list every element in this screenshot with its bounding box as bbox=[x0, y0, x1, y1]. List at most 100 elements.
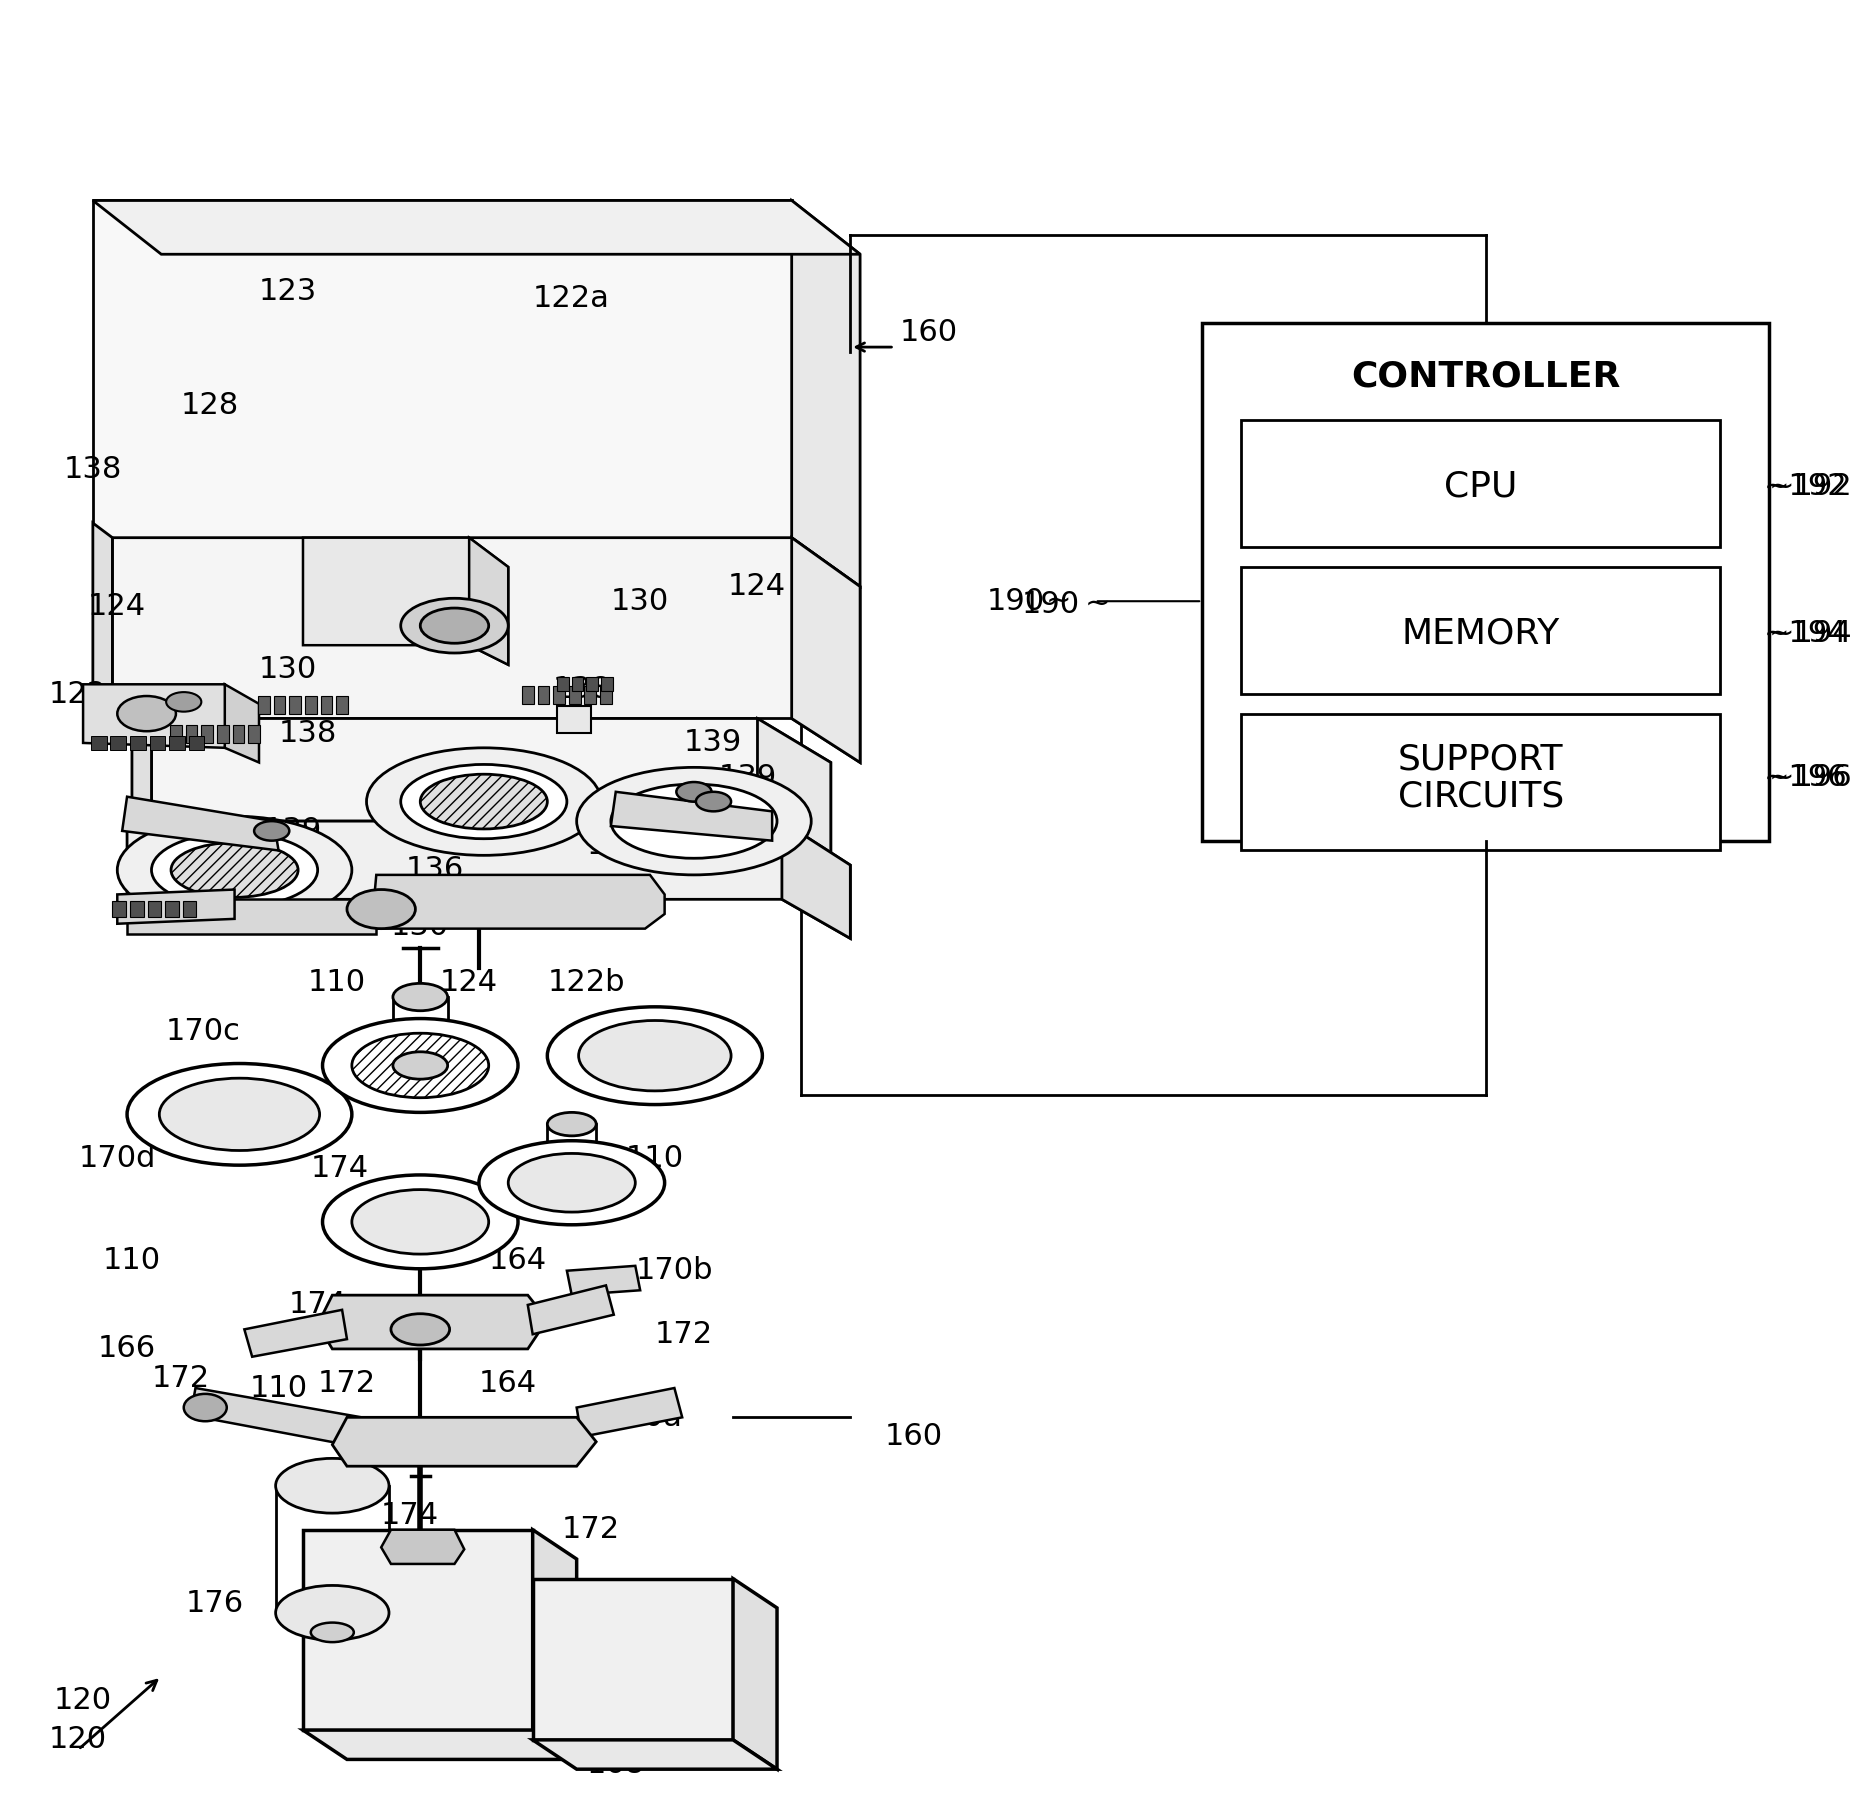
Ellipse shape bbox=[548, 1112, 596, 1135]
Polygon shape bbox=[371, 876, 665, 928]
Text: 172: 172 bbox=[318, 1370, 375, 1398]
Text: ~194: ~194 bbox=[1768, 618, 1851, 649]
Polygon shape bbox=[303, 1730, 576, 1759]
Text: ~: ~ bbox=[1045, 587, 1071, 616]
Text: 110: 110 bbox=[102, 1247, 162, 1276]
Polygon shape bbox=[533, 1741, 776, 1770]
Text: 172: 172 bbox=[152, 1364, 210, 1393]
Bar bbox=[290, 696, 301, 714]
Bar bbox=[321, 696, 332, 714]
Text: 172: 172 bbox=[561, 1515, 620, 1544]
Polygon shape bbox=[533, 1579, 734, 1741]
Bar bbox=[169, 735, 184, 750]
Polygon shape bbox=[566, 1265, 641, 1296]
Polygon shape bbox=[117, 890, 234, 924]
Text: 164: 164 bbox=[479, 1370, 537, 1398]
Text: 110: 110 bbox=[249, 1373, 306, 1402]
Bar bbox=[91, 735, 106, 750]
Text: 136: 136 bbox=[587, 831, 644, 860]
Text: 122b: 122b bbox=[548, 968, 624, 997]
Bar bbox=[585, 687, 596, 705]
Ellipse shape bbox=[401, 764, 566, 838]
Ellipse shape bbox=[420, 607, 488, 643]
Polygon shape bbox=[791, 200, 860, 587]
Bar bbox=[572, 678, 583, 692]
Ellipse shape bbox=[323, 1018, 518, 1112]
Ellipse shape bbox=[576, 768, 812, 876]
Polygon shape bbox=[303, 1530, 533, 1730]
Bar bbox=[537, 687, 550, 705]
Text: 128: 128 bbox=[180, 391, 240, 420]
Text: 124: 124 bbox=[728, 571, 786, 602]
Ellipse shape bbox=[165, 692, 201, 712]
Ellipse shape bbox=[275, 1586, 388, 1640]
Ellipse shape bbox=[171, 843, 297, 897]
Text: 124: 124 bbox=[87, 591, 147, 620]
Text: 170a: 170a bbox=[605, 1402, 683, 1433]
Ellipse shape bbox=[152, 833, 318, 906]
Bar bbox=[1240, 714, 1720, 851]
Bar bbox=[1201, 323, 1768, 842]
Text: 110: 110 bbox=[308, 968, 366, 997]
Text: 130: 130 bbox=[611, 587, 669, 616]
Bar bbox=[336, 696, 347, 714]
Text: CONTROLLER: CONTROLLER bbox=[1350, 359, 1619, 393]
Ellipse shape bbox=[696, 791, 730, 811]
Ellipse shape bbox=[479, 1141, 665, 1225]
Text: 166: 166 bbox=[98, 1335, 156, 1364]
Ellipse shape bbox=[254, 822, 290, 842]
Polygon shape bbox=[93, 200, 860, 254]
Text: 138: 138 bbox=[279, 719, 336, 748]
Text: MEMORY: MEMORY bbox=[1400, 616, 1560, 651]
Bar bbox=[273, 696, 286, 714]
Polygon shape bbox=[84, 685, 230, 748]
Text: 128: 128 bbox=[602, 811, 659, 840]
Bar bbox=[182, 901, 197, 917]
Ellipse shape bbox=[366, 748, 602, 856]
Polygon shape bbox=[303, 537, 509, 665]
Text: 122c: 122c bbox=[48, 679, 124, 708]
Ellipse shape bbox=[611, 784, 776, 858]
Ellipse shape bbox=[117, 696, 176, 732]
Polygon shape bbox=[611, 791, 773, 842]
Ellipse shape bbox=[347, 890, 416, 928]
Bar bbox=[201, 726, 214, 742]
Polygon shape bbox=[152, 719, 830, 860]
Text: 138: 138 bbox=[552, 674, 611, 703]
Text: 170b: 170b bbox=[635, 1256, 713, 1285]
Bar bbox=[522, 687, 533, 705]
Text: 110: 110 bbox=[626, 1144, 683, 1173]
Text: 174: 174 bbox=[381, 1501, 438, 1530]
Bar bbox=[171, 726, 182, 742]
Text: ~196: ~196 bbox=[1764, 762, 1848, 791]
Ellipse shape bbox=[160, 1078, 319, 1150]
Text: 139: 139 bbox=[683, 728, 743, 757]
Text: 138: 138 bbox=[63, 454, 123, 483]
Ellipse shape bbox=[351, 1189, 488, 1254]
Bar bbox=[130, 735, 145, 750]
Polygon shape bbox=[318, 1296, 548, 1350]
Ellipse shape bbox=[351, 1033, 488, 1097]
Ellipse shape bbox=[275, 1458, 388, 1514]
Text: 172: 172 bbox=[654, 1319, 713, 1348]
Text: 190: 190 bbox=[1021, 589, 1079, 618]
Ellipse shape bbox=[323, 1175, 518, 1269]
Polygon shape bbox=[225, 685, 258, 762]
Polygon shape bbox=[791, 537, 860, 762]
Polygon shape bbox=[245, 1310, 347, 1357]
Bar bbox=[110, 735, 126, 750]
Text: 174: 174 bbox=[288, 1290, 345, 1319]
Polygon shape bbox=[123, 796, 279, 851]
Text: ~194: ~194 bbox=[1764, 618, 1848, 649]
Text: 120: 120 bbox=[54, 1687, 111, 1716]
Bar bbox=[186, 726, 197, 742]
Ellipse shape bbox=[676, 782, 711, 802]
Text: 172: 172 bbox=[214, 1133, 271, 1162]
Text: 170d: 170d bbox=[78, 1144, 156, 1173]
Text: 130: 130 bbox=[258, 656, 318, 685]
Text: 139: 139 bbox=[264, 816, 321, 845]
Text: 139: 139 bbox=[719, 762, 776, 791]
Polygon shape bbox=[468, 537, 509, 665]
Text: 120: 120 bbox=[48, 1725, 108, 1755]
Polygon shape bbox=[782, 822, 851, 939]
